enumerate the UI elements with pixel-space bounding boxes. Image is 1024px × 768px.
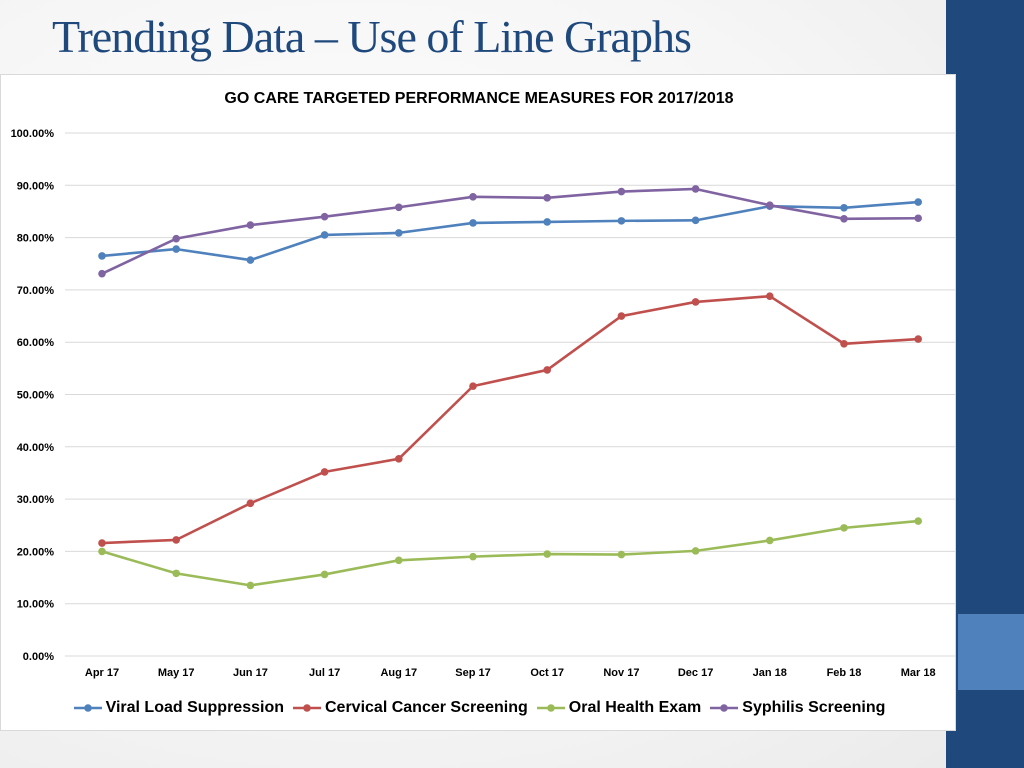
data-point-oral-health-exam bbox=[98, 547, 106, 556]
x-tick-label: May 17 bbox=[158, 667, 195, 679]
data-point-oral-health-exam bbox=[395, 556, 403, 565]
data-point-syphilis-screening bbox=[691, 185, 700, 193]
legend-swatch-cervical-cancer-screening bbox=[293, 704, 321, 712]
data-point-cervical-cancer-screening bbox=[766, 292, 774, 300]
slide-title: Trending Data – Use of Line Graphs bbox=[52, 11, 692, 62]
data-point-syphilis-screening bbox=[840, 214, 848, 223]
data-point-syphilis-screening bbox=[395, 203, 403, 212]
data-point-syphilis-screening bbox=[617, 187, 626, 196]
data-point-viral-load-suppression bbox=[691, 216, 700, 225]
data-point-syphilis-screening bbox=[98, 269, 106, 278]
data-point-viral-load-suppression bbox=[469, 219, 477, 227]
x-tick-label: Nov 17 bbox=[603, 667, 639, 679]
data-point-viral-load-suppression bbox=[246, 256, 255, 264]
data-point-cervical-cancer-screening bbox=[320, 468, 329, 476]
data-point-viral-load-suppression bbox=[840, 203, 848, 212]
data-point-syphilis-screening bbox=[246, 221, 255, 229]
legend-item-cervical-cancer-screening: Cervical Cancer Screening bbox=[292, 699, 528, 717]
series-line-cervical-cancer-screening bbox=[101, 294, 919, 545]
legend-label: Syphilis Screening bbox=[742, 699, 886, 716]
data-point-cervical-cancer-screening bbox=[395, 455, 403, 463]
data-point-cervical-cancer-screening bbox=[691, 298, 700, 306]
legend-swatch-syphilis-screening bbox=[710, 704, 739, 712]
data-point-viral-load-suppression bbox=[320, 231, 329, 239]
legend-item-syphilis-screening: Syphilis Screening bbox=[709, 699, 885, 717]
legend-swatch-viral-load-suppression bbox=[73, 704, 102, 712]
x-tick-label: Jun 17 bbox=[233, 667, 268, 679]
y-tick-label: 80.00% bbox=[17, 233, 55, 245]
data-point-viral-load-suppression bbox=[98, 252, 106, 260]
chart-title: GO CARE TARGETED PERFORMANCE MEASURES FO… bbox=[224, 90, 734, 107]
chart-legend: Viral Load Suppression Cervical Cancer Sc… bbox=[1, 699, 957, 717]
data-point-syphilis-screening bbox=[469, 193, 477, 201]
data-point-cervical-cancer-screening bbox=[172, 536, 180, 544]
data-point-oral-health-exam bbox=[840, 524, 848, 532]
x-tick-label: Feb 18 bbox=[827, 667, 862, 679]
x-tick-label: Oct 17 bbox=[530, 667, 564, 679]
data-point-viral-load-suppression bbox=[914, 198, 922, 206]
data-point-viral-load-suppression bbox=[543, 218, 551, 226]
legend-swatch-oral-health-exam bbox=[536, 704, 565, 712]
data-point-cervical-cancer-screening bbox=[840, 339, 848, 348]
x-tick-label: Apr 17 bbox=[85, 667, 119, 679]
line-chart: 0.00% 10.00% 20.00% 30.00% 40.00% 50.00% 60.00… bbox=[11, 128, 955, 679]
y-tick-label: 50.00% bbox=[17, 390, 55, 402]
y-tick-label: 30.00% bbox=[17, 494, 55, 506]
chart-panel: GO CARE TARGETED PERFORMANCE MEASURES FO… bbox=[0, 74, 956, 731]
data-point-syphilis-screening bbox=[766, 201, 774, 209]
data-point-oral-health-exam bbox=[469, 552, 477, 561]
legend-item-viral-load-suppression: Viral Load Suppression bbox=[73, 699, 284, 717]
y-tick-label: 60.00% bbox=[17, 337, 55, 349]
series-line-syphilis-screening bbox=[101, 187, 919, 275]
legend-label: Oral Health Exam bbox=[568, 699, 702, 716]
legend-label: Viral Load Suppression bbox=[105, 699, 284, 716]
sidebar-accent-block bbox=[958, 614, 1024, 690]
data-point-viral-load-suppression bbox=[395, 229, 403, 237]
legend-item-oral-health-exam: Oral Health Exam bbox=[536, 699, 702, 717]
y-tick-label: 20.00% bbox=[17, 546, 55, 558]
x-tick-label: Jul 17 bbox=[309, 667, 340, 679]
y-tick-label: 70.00% bbox=[17, 285, 55, 297]
data-point-syphilis-screening bbox=[172, 234, 180, 243]
x-tick-label: Mar 18 bbox=[901, 667, 936, 679]
y-tick-label: 0.00% bbox=[23, 651, 54, 663]
x-tick-label: Jan 18 bbox=[753, 667, 787, 679]
x-tick-label: Aug 17 bbox=[380, 667, 417, 679]
data-point-cervical-cancer-screening bbox=[98, 539, 106, 547]
data-point-cervical-cancer-screening bbox=[617, 312, 626, 320]
x-tick-label: Dec 17 bbox=[678, 667, 713, 679]
y-tick-label: 40.00% bbox=[17, 442, 55, 454]
data-point-cervical-cancer-screening bbox=[469, 382, 477, 390]
data-point-oral-health-exam bbox=[766, 536, 774, 545]
data-point-cervical-cancer-screening bbox=[914, 335, 922, 343]
data-point-syphilis-screening bbox=[543, 194, 551, 202]
data-point-cervical-cancer-screening bbox=[543, 366, 551, 374]
data-point-oral-health-exam bbox=[320, 570, 329, 579]
x-tick-label: Sep 17 bbox=[455, 667, 490, 679]
legend-label: Cervical Cancer Screening bbox=[325, 699, 528, 716]
data-point-oral-health-exam bbox=[172, 569, 180, 578]
y-tick-label: 10.00% bbox=[17, 599, 55, 611]
data-point-syphilis-screening bbox=[914, 214, 922, 223]
data-point-oral-health-exam bbox=[691, 547, 700, 555]
data-point-viral-load-suppression bbox=[172, 245, 180, 253]
data-point-cervical-cancer-screening bbox=[246, 499, 255, 508]
y-tick-label: 90.00% bbox=[17, 180, 55, 192]
data-point-oral-health-exam bbox=[914, 517, 922, 525]
y-tick-label: 100.00% bbox=[11, 128, 55, 140]
series-line-oral-health-exam bbox=[101, 519, 919, 587]
data-point-viral-load-suppression bbox=[617, 217, 626, 225]
data-point-oral-health-exam bbox=[617, 550, 626, 559]
data-point-oral-health-exam bbox=[246, 581, 255, 590]
data-point-syphilis-screening bbox=[320, 212, 329, 221]
data-point-oral-health-exam bbox=[543, 550, 551, 558]
